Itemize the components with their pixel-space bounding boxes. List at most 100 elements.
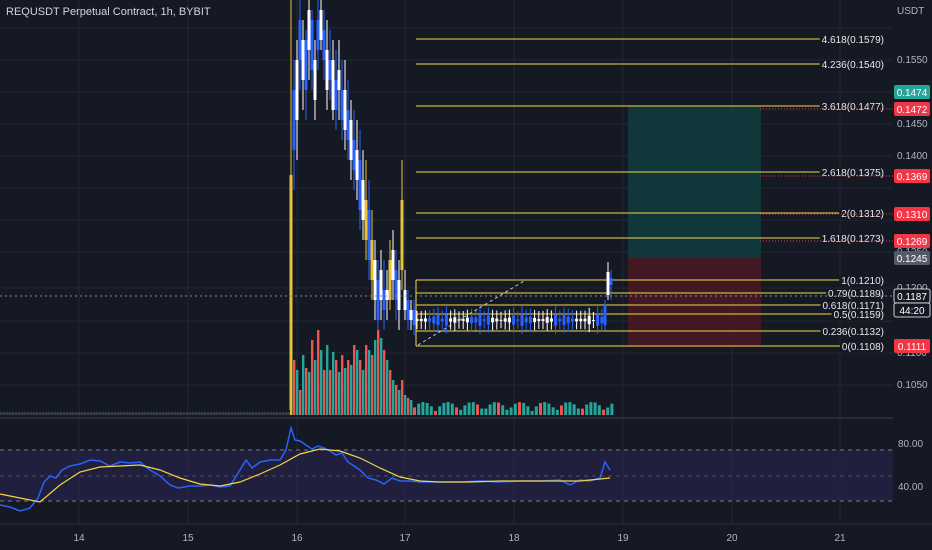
candle-body [609,278,613,285]
volume-bar [144,412,146,415]
volume-bar [162,412,164,415]
volume-bar [84,412,86,415]
volume-bar [180,412,182,415]
volume-bar [9,412,11,415]
volume-bar [459,409,463,415]
candle-body [394,270,398,300]
candle-body [340,90,344,120]
volume-bar [213,412,215,415]
candle-body [310,20,314,70]
price-badge [894,85,930,99]
volume-bar [356,350,359,415]
volume-bar [505,409,509,415]
price-candles [1,0,613,415]
volume-bar [249,412,251,415]
profit-zone[interactable] [628,106,761,258]
volume-bar [509,407,513,415]
price-badge-label: 0.1369 [897,172,928,183]
volume-bar [27,412,29,415]
fib-level-label: 0.236(0.1132) [822,327,884,338]
price-badge-label: 0.1472 [897,105,928,116]
candle-body [367,210,371,260]
volume-bar [21,412,23,415]
volume-bar [228,412,230,415]
price-tick-label: 0.1050 [897,380,928,391]
fib-label-bg [826,289,886,300]
volume-bar [576,408,580,415]
volume-bar [192,412,194,415]
volume-bar [234,412,236,415]
time-label-15: 15 [182,533,194,544]
loss-zone[interactable] [628,258,761,347]
volume-bar [308,372,311,415]
price-badge-label: 0.1269 [897,237,928,248]
price-badge-label: 0.1111 [898,342,927,353]
volume-bar [207,412,209,415]
volume-bar [377,330,380,415]
candle-body [298,20,302,60]
candle-body [516,319,520,321]
volume-bar [293,360,296,415]
fib-trend-line[interactable] [417,280,525,346]
candle-body [385,290,389,300]
volume-bar [60,412,62,415]
volume-bar [305,368,308,415]
chart-title[interactable]: REQUSDT Perpetual Contract, 1h, BYBIT [6,6,211,18]
volume-bar [237,412,239,415]
volume-bar [404,395,407,415]
volume-bar [33,412,35,415]
volume-bar [246,412,248,415]
candle-body [376,280,380,320]
volume-bar [365,345,368,415]
candle-body [591,319,595,321]
volume-bar [323,370,326,415]
volume-bar [421,402,425,415]
candle-body [289,175,293,410]
volume-bar [446,402,450,415]
volume-bar [195,412,197,415]
time-label-19: 19 [617,533,629,544]
fibonacci-extension[interactable]: 4.618(0.1579) 4.236(0.1540) 3.618(0.1477) 2… [415,35,893,353]
volume-bar [585,404,589,415]
candle-body [400,200,404,270]
candle-body [382,290,386,310]
volume-bar [12,412,14,415]
fib-label-bg [839,342,886,353]
rsi-moving-average [0,448,611,503]
volume-bar [57,412,59,415]
time-label-16: 16 [291,533,303,544]
candle-body [355,150,359,180]
volume-bar [186,412,188,415]
volume-bar [350,365,353,415]
candle-body [583,318,587,322]
volume-bar [39,412,41,415]
volume-bar [317,330,320,415]
volume-bar [311,340,314,415]
time-label-14: 14 [73,533,85,544]
time-axis[interactable]: 14 15 16 17 18 19 20 21 [73,533,846,544]
volume-bar [380,338,383,415]
volume-bar [530,410,534,415]
volume-bar [417,403,421,415]
candle-body [537,319,541,321]
volume-bar [15,412,17,415]
volume-bar [288,412,290,415]
price-axis-panel[interactable] [893,0,932,550]
fib-level-label: 0.618(0.1171) [822,301,884,312]
candle-body [361,180,365,220]
volume-bar [353,345,356,415]
candle-body [562,315,566,325]
candle-body [304,40,308,90]
volume-bar [105,412,107,415]
price-axis-badges: 0.1474 0.1472 0.1369 0.1310 0.1269 0.1245 0.11… [893,85,931,353]
candle-body [453,317,457,323]
candle-body [549,318,553,322]
volume-bar [610,403,614,415]
candle-body [325,50,329,90]
candle-body [349,120,353,160]
volume-bar [320,350,323,415]
volume-bar [108,412,110,415]
volume-bar [568,402,572,415]
fib-level-label: 1(0.1210) [841,276,884,287]
